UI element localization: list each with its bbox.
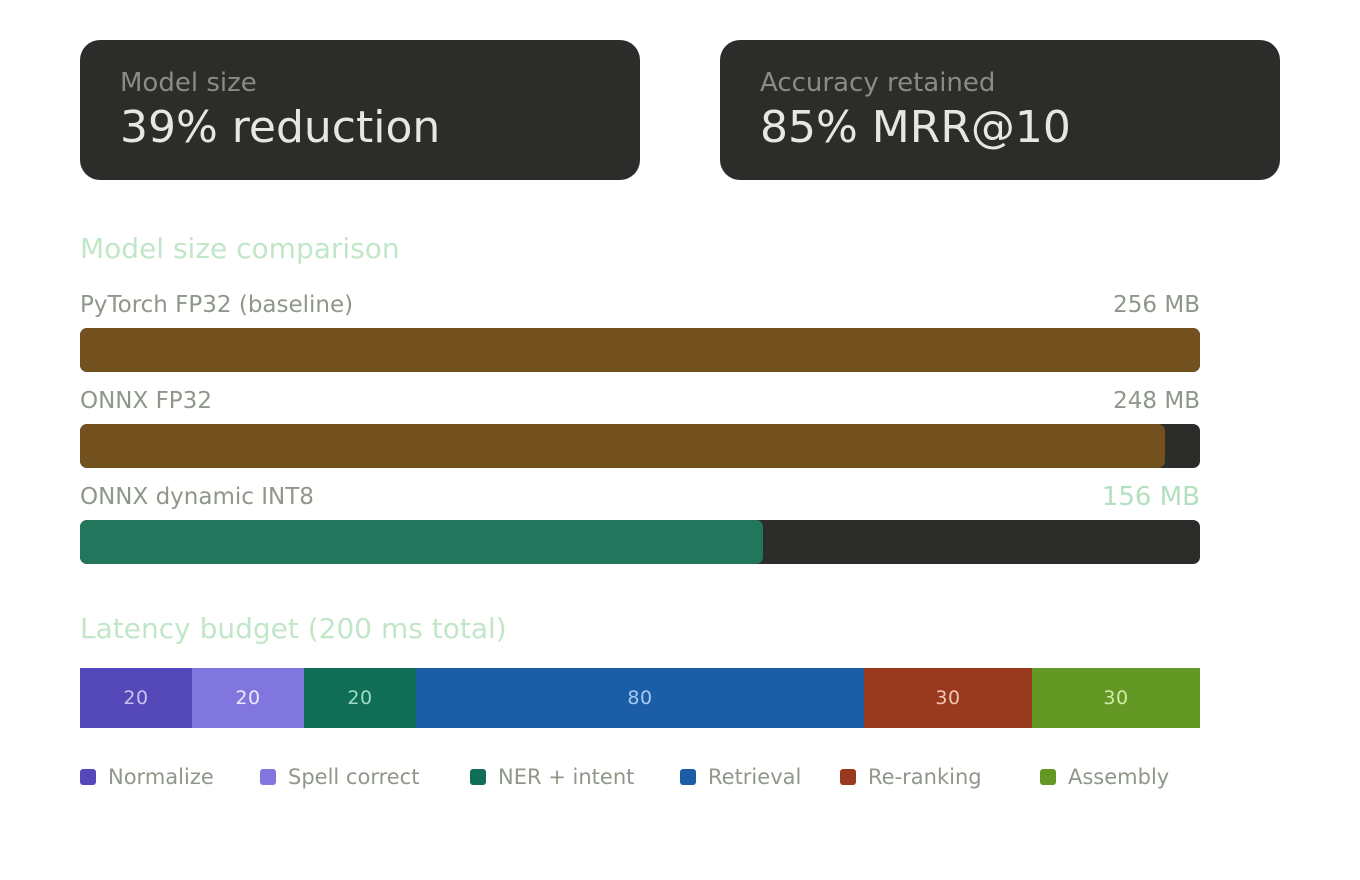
legend-label: Spell correct: [288, 765, 420, 789]
bar-label: ONNX dynamic INT8: [80, 484, 314, 510]
kpi-card-accuracy: Accuracy retained 85% MRR@10: [720, 40, 1280, 180]
kpi-label: Accuracy retained: [760, 68, 996, 98]
legend-swatch: [80, 769, 96, 785]
stack-segment: 30: [1032, 668, 1200, 728]
legend-swatch: [1040, 769, 1056, 785]
stack-segment: 80: [416, 668, 864, 728]
legend-item: Spell correct: [260, 764, 419, 790]
bar-track: [80, 328, 1200, 372]
legend-swatch: [840, 769, 856, 785]
legend-label: Normalize: [108, 765, 214, 789]
bar: [80, 424, 1165, 468]
bar-value-label: 156 MB: [1101, 482, 1200, 512]
size-chart-title: Model size comparison: [80, 232, 400, 265]
bar-track: [80, 520, 1200, 564]
stack-segment: 20: [80, 668, 192, 728]
legend-label: Retrieval: [708, 765, 802, 789]
latency-stacked-bar: 20 20 20 80 30 30: [80, 668, 1200, 728]
stack-segment: 30: [864, 668, 1032, 728]
bar-label: ONNX FP32: [80, 388, 212, 414]
bar-value-label: 248 MB: [1113, 388, 1200, 414]
kpi-value: 39% reduction: [120, 102, 441, 153]
bar: [80, 328, 1200, 372]
kpi-label: Model size: [120, 68, 257, 98]
legend-item: Retrieval: [680, 764, 801, 790]
legend-label: NER + intent: [498, 765, 635, 789]
legend-label: Assembly: [1068, 765, 1170, 789]
latency-chart-title: Latency budget (200 ms total): [80, 612, 507, 645]
bar-track: [80, 424, 1200, 468]
legend-item: Assembly: [1040, 764, 1169, 790]
legend-item: Re-ranking: [840, 764, 982, 790]
legend-label: Re-ranking: [868, 765, 982, 789]
stack-segment: 20: [304, 668, 416, 728]
legend-item: Normalize: [80, 764, 214, 790]
stack-segment: 20: [192, 668, 304, 728]
legend-item: NER + intent: [470, 764, 634, 790]
legend-swatch: [260, 769, 276, 785]
kpi-value: 85% MRR@10: [760, 102, 1071, 153]
bar-value-label: 256 MB: [1113, 292, 1200, 318]
legend-swatch: [470, 769, 486, 785]
bar: [80, 520, 763, 564]
kpi-card-model-size: Model size 39% reduction: [80, 40, 640, 180]
bar-label: PyTorch FP32 (baseline): [80, 292, 354, 318]
legend-swatch: [680, 769, 696, 785]
